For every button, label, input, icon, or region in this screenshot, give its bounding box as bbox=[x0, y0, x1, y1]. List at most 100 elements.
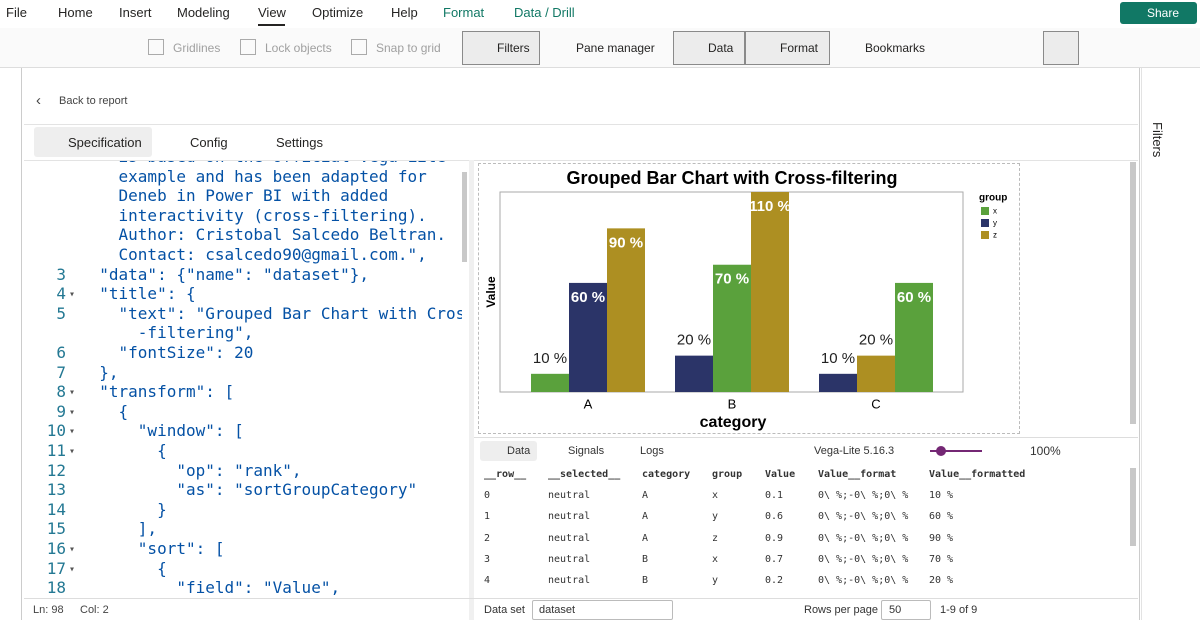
ribbon-item[interactable]: Format bbox=[780, 41, 819, 55]
code-line: "window": [ bbox=[80, 421, 244, 441]
line-number: 15 bbox=[46, 519, 66, 539]
checkbox[interactable] bbox=[240, 39, 256, 55]
fold-arrow: ▾ bbox=[69, 426, 76, 438]
share-label[interactable]: Share bbox=[1147, 6, 1180, 20]
legend-swatch bbox=[981, 207, 989, 215]
filters-button[interactable] bbox=[462, 31, 540, 65]
ribbon-item[interactable]: Pane manager bbox=[576, 41, 655, 55]
line-number: 4 bbox=[56, 284, 66, 304]
table-cell: 10 % bbox=[929, 490, 954, 501]
menu-tab[interactable]: Optimize bbox=[312, 5, 364, 20]
view-underline bbox=[258, 24, 285, 26]
table-cell: 90 % bbox=[929, 532, 954, 544]
main-panel bbox=[22, 68, 1140, 620]
table-header: Value__formatted bbox=[929, 469, 1026, 480]
data-label: 90 % bbox=[609, 234, 643, 251]
menu-tab[interactable]: View bbox=[258, 5, 286, 20]
table-header: __row__ bbox=[484, 469, 527, 480]
bar bbox=[675, 355, 713, 392]
ribbon-item[interactable]: Snap to grid bbox=[376, 41, 441, 55]
code-line: "sort": [ bbox=[80, 539, 225, 558]
code-editor[interactable]: is based on the official Vega-Lite examp… bbox=[24, 161, 462, 598]
code-line: } bbox=[80, 499, 167, 519]
fold-arrow: ▾ bbox=[69, 387, 76, 399]
right-rail bbox=[1141, 68, 1200, 620]
code-line: { bbox=[80, 401, 129, 421]
code-line: { bbox=[80, 558, 167, 578]
ribbon-item[interactable]: Gridlines bbox=[173, 41, 221, 55]
format-button[interactable] bbox=[745, 31, 830, 65]
left-rail bbox=[0, 68, 22, 620]
menu-tab[interactable]: Help bbox=[391, 5, 418, 20]
pane-button[interactable] bbox=[1043, 31, 1079, 65]
data-button[interactable] bbox=[673, 31, 745, 65]
panel-divider bbox=[474, 437, 1138, 438]
menu-tab[interactable]: File bbox=[6, 5, 27, 20]
line-number: 10 bbox=[46, 421, 66, 441]
ribbon bbox=[0, 28, 1200, 68]
dataset-value[interactable]: dataset bbox=[539, 604, 576, 616]
table-cell: 3 bbox=[484, 553, 491, 565]
chart-title: Grouped Bar Chart with Cross-filtering bbox=[566, 168, 897, 188]
table-header: __selected__ bbox=[548, 469, 621, 480]
data-label: 20 % bbox=[859, 332, 893, 349]
ribbon-item[interactable]: Bookmarks bbox=[865, 41, 926, 55]
data-tab-bg[interactable] bbox=[480, 441, 537, 461]
menu-tab[interactable]: Data / Drill bbox=[514, 5, 575, 20]
editor-tab[interactable]: Settings bbox=[276, 135, 323, 150]
back-link[interactable]: Back to report bbox=[59, 95, 128, 107]
rows-label: Rows per page bbox=[804, 604, 878, 616]
editor-divider bbox=[469, 160, 474, 620]
spec-tab-bg[interactable] bbox=[34, 127, 152, 157]
scrollbar bbox=[1130, 468, 1136, 546]
line-number: 18 bbox=[46, 578, 66, 598]
zoom-track[interactable] bbox=[930, 450, 982, 452]
code-line: "text": "Grouped Bar Chart with Cross bbox=[80, 303, 462, 323]
rows-value[interactable]: 50 bbox=[889, 604, 902, 616]
panel-tab[interactable]: Logs bbox=[640, 445, 664, 457]
checkbox[interactable] bbox=[351, 39, 367, 55]
menu-tab[interactable]: Home bbox=[58, 5, 93, 20]
footer-rule bbox=[24, 598, 1138, 599]
line-number: 11 bbox=[46, 441, 66, 460]
menu-tab[interactable]: Format bbox=[443, 5, 485, 20]
legend-swatch bbox=[981, 231, 989, 239]
share-button[interactable] bbox=[1120, 2, 1197, 24]
code-line: ], bbox=[80, 519, 158, 539]
line-number: 7 bbox=[56, 362, 66, 382]
data-label: 20 % bbox=[677, 332, 711, 349]
table-cell: 20 % bbox=[929, 575, 954, 587]
legend-swatch bbox=[981, 219, 989, 227]
code-line: interactivity (cross-filtering). bbox=[80, 205, 427, 225]
code-line: example and has been adapted for bbox=[80, 166, 427, 186]
bar bbox=[531, 373, 569, 392]
ribbon-item[interactable]: Lock objects bbox=[265, 41, 332, 55]
editor-toolbar-rule bbox=[24, 160, 1138, 161]
line-number: 8 bbox=[56, 382, 66, 402]
editor-tab[interactable]: Config bbox=[190, 135, 228, 150]
data-label: 70 % bbox=[715, 271, 749, 288]
checkbox[interactable] bbox=[148, 39, 164, 55]
code-line: "transform": [ bbox=[80, 382, 235, 402]
table-cell: y bbox=[712, 575, 719, 587]
panel-tab[interactable]: Signals bbox=[568, 445, 605, 457]
line-number: 13 bbox=[46, 480, 66, 500]
table-cell: B bbox=[642, 553, 649, 565]
editor-tab[interactable]: Specification bbox=[68, 135, 142, 150]
table-cell: 0.1 bbox=[765, 490, 784, 501]
chart-frame bbox=[478, 163, 1020, 434]
menu-tab[interactable]: Modeling bbox=[177, 5, 230, 20]
fold-arrow: ▾ bbox=[69, 289, 76, 301]
code-line: Contact: csalcedo90@gmail.com.", bbox=[80, 245, 427, 264]
menu-tab[interactable]: Insert bbox=[119, 5, 152, 20]
back-arrow[interactable]: ‹ bbox=[36, 92, 41, 109]
table-cell: y bbox=[712, 511, 719, 523]
ribbon-item[interactable]: Data bbox=[708, 41, 734, 55]
panel-tab[interactable]: Data bbox=[507, 445, 531, 457]
table-cell: neutral bbox=[548, 532, 591, 544]
ribbon-item[interactable]: Filters bbox=[497, 41, 530, 55]
zoom-thumb[interactable] bbox=[936, 446, 946, 456]
dataset-label: Data set bbox=[484, 604, 525, 616]
bar bbox=[569, 282, 607, 392]
table-cell: A bbox=[642, 532, 649, 544]
